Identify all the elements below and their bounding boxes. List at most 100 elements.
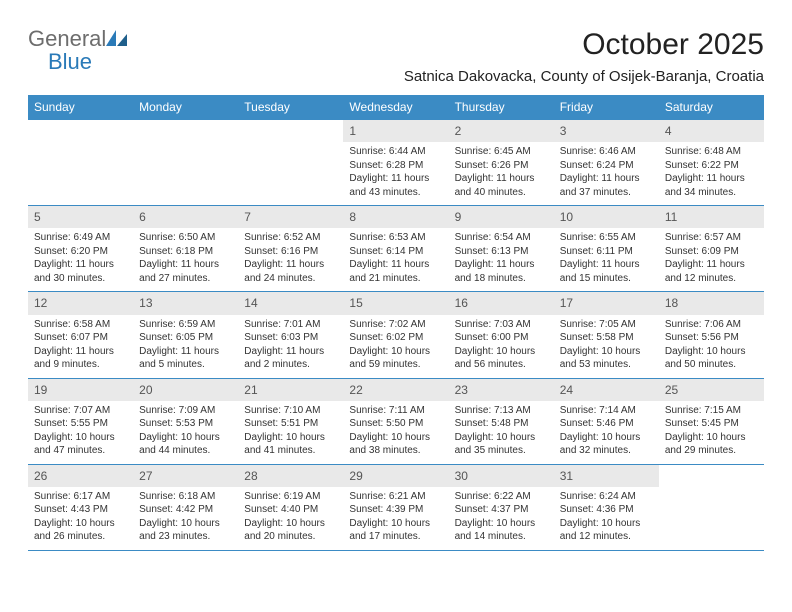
day-number: 11 (659, 206, 764, 228)
sunrise-text: Sunrise: 7:13 AM (455, 404, 548, 418)
sunrise-text: Sunrise: 6:53 AM (349, 231, 442, 245)
sunrise-text: Sunrise: 6:21 AM (349, 490, 442, 504)
weekday-header-saturday: Saturday (659, 95, 764, 119)
day-content: Sunrise: 7:14 AMSunset: 5:46 PMDaylight:… (554, 401, 659, 464)
daylight-text: Daylight: 11 hours and 43 minutes. (349, 172, 442, 199)
day-cell: 10Sunrise: 6:55 AMSunset: 6:11 PMDayligh… (554, 206, 659, 291)
day-cell: 15Sunrise: 7:02 AMSunset: 6:02 PMDayligh… (343, 292, 448, 377)
daylight-text: Daylight: 10 hours and 20 minutes. (244, 517, 337, 544)
sunset-text: Sunset: 6:14 PM (349, 245, 442, 259)
day-cell: 31Sunrise: 6:24 AMSunset: 4:36 PMDayligh… (554, 465, 659, 550)
sunrise-text: Sunrise: 6:48 AM (665, 145, 758, 159)
daylight-text: Daylight: 10 hours and 50 minutes. (665, 345, 758, 372)
daylight-text: Daylight: 11 hours and 37 minutes. (560, 172, 653, 199)
day-cell: 3Sunrise: 6:46 AMSunset: 6:24 PMDaylight… (554, 120, 659, 205)
sunset-text: Sunset: 6:16 PM (244, 245, 337, 259)
sunset-text: Sunset: 6:28 PM (349, 159, 442, 173)
day-content: Sunrise: 7:06 AMSunset: 5:56 PMDaylight:… (659, 315, 764, 378)
day-cell: 19Sunrise: 7:07 AMSunset: 5:55 PMDayligh… (28, 379, 133, 464)
day-content: Sunrise: 6:52 AMSunset: 6:16 PMDaylight:… (238, 228, 343, 291)
sunset-text: Sunset: 5:56 PM (665, 331, 758, 345)
daylight-text: Daylight: 11 hours and 27 minutes. (139, 258, 232, 285)
daylight-text: Daylight: 10 hours and 29 minutes. (665, 431, 758, 458)
sunrise-text: Sunrise: 6:24 AM (560, 490, 653, 504)
logo-text-blue: Blue (48, 51, 128, 73)
day-content: Sunrise: 6:59 AMSunset: 6:05 PMDaylight:… (133, 315, 238, 378)
sunset-text: Sunset: 5:58 PM (560, 331, 653, 345)
title-block: October 2025 Satnica Dakovacka, County o… (404, 28, 764, 85)
sunset-text: Sunset: 4:39 PM (349, 503, 442, 517)
day-content: Sunrise: 6:45 AMSunset: 6:26 PMDaylight:… (449, 142, 554, 205)
day-number: 5 (28, 206, 133, 228)
day-cell: 16Sunrise: 7:03 AMSunset: 6:00 PMDayligh… (449, 292, 554, 377)
sunrise-text: Sunrise: 7:11 AM (349, 404, 442, 418)
day-cell: 21Sunrise: 7:10 AMSunset: 5:51 PMDayligh… (238, 379, 343, 464)
daylight-text: Daylight: 11 hours and 5 minutes. (139, 345, 232, 372)
day-number: 12 (28, 292, 133, 314)
sunrise-text: Sunrise: 7:10 AM (244, 404, 337, 418)
daylight-text: Daylight: 10 hours and 44 minutes. (139, 431, 232, 458)
day-number: 19 (28, 379, 133, 401)
daylight-text: Daylight: 11 hours and 15 minutes. (560, 258, 653, 285)
sunset-text: Sunset: 6:20 PM (34, 245, 127, 259)
day-cell: 13Sunrise: 6:59 AMSunset: 6:05 PMDayligh… (133, 292, 238, 377)
calendar-body: 1Sunrise: 6:44 AMSunset: 6:28 PMDaylight… (28, 119, 764, 551)
daylight-text: Daylight: 10 hours and 26 minutes. (34, 517, 127, 544)
sunrise-text: Sunrise: 6:22 AM (455, 490, 548, 504)
sunset-text: Sunset: 4:42 PM (139, 503, 232, 517)
week-row: 26Sunrise: 6:17 AMSunset: 4:43 PMDayligh… (28, 464, 764, 551)
daylight-text: Daylight: 10 hours and 41 minutes. (244, 431, 337, 458)
day-number: 25 (659, 379, 764, 401)
sunrise-text: Sunrise: 7:01 AM (244, 318, 337, 332)
sunset-text: Sunset: 6:18 PM (139, 245, 232, 259)
day-cell: 14Sunrise: 7:01 AMSunset: 6:03 PMDayligh… (238, 292, 343, 377)
daylight-text: Daylight: 10 hours and 35 minutes. (455, 431, 548, 458)
day-content: Sunrise: 6:49 AMSunset: 6:20 PMDaylight:… (28, 228, 133, 291)
daylight-text: Daylight: 10 hours and 59 minutes. (349, 345, 442, 372)
daylight-text: Daylight: 10 hours and 32 minutes. (560, 431, 653, 458)
week-row: 12Sunrise: 6:58 AMSunset: 6:07 PMDayligh… (28, 291, 764, 377)
day-number: 8 (343, 206, 448, 228)
weekday-header-row: SundayMondayTuesdayWednesdayThursdayFrid… (28, 95, 764, 119)
day-content: Sunrise: 6:46 AMSunset: 6:24 PMDaylight:… (554, 142, 659, 205)
daylight-text: Daylight: 11 hours and 34 minutes. (665, 172, 758, 199)
day-content: Sunrise: 6:55 AMSunset: 6:11 PMDaylight:… (554, 228, 659, 291)
sunset-text: Sunset: 4:36 PM (560, 503, 653, 517)
day-content: Sunrise: 7:10 AMSunset: 5:51 PMDaylight:… (238, 401, 343, 464)
day-content: Sunrise: 7:13 AMSunset: 5:48 PMDaylight:… (449, 401, 554, 464)
day-cell: 2Sunrise: 6:45 AMSunset: 6:26 PMDaylight… (449, 120, 554, 205)
day-content: Sunrise: 6:53 AMSunset: 6:14 PMDaylight:… (343, 228, 448, 291)
day-content: Sunrise: 7:02 AMSunset: 6:02 PMDaylight:… (343, 315, 448, 378)
sunrise-text: Sunrise: 6:57 AM (665, 231, 758, 245)
day-cell: 4Sunrise: 6:48 AMSunset: 6:22 PMDaylight… (659, 120, 764, 205)
sunset-text: Sunset: 4:43 PM (34, 503, 127, 517)
day-cell (659, 465, 764, 550)
sunrise-text: Sunrise: 6:58 AM (34, 318, 127, 332)
sunset-text: Sunset: 4:37 PM (455, 503, 548, 517)
day-cell: 12Sunrise: 6:58 AMSunset: 6:07 PMDayligh… (28, 292, 133, 377)
day-content: Sunrise: 6:22 AMSunset: 4:37 PMDaylight:… (449, 487, 554, 550)
sunset-text: Sunset: 4:40 PM (244, 503, 337, 517)
sunrise-text: Sunrise: 6:45 AM (455, 145, 548, 159)
sunrise-text: Sunrise: 7:05 AM (560, 318, 653, 332)
day-content: Sunrise: 7:01 AMSunset: 6:03 PMDaylight:… (238, 315, 343, 378)
daylight-text: Daylight: 10 hours and 17 minutes. (349, 517, 442, 544)
daylight-text: Daylight: 11 hours and 9 minutes. (34, 345, 127, 372)
day-cell (28, 120, 133, 205)
daylight-text: Daylight: 10 hours and 14 minutes. (455, 517, 548, 544)
daylight-text: Daylight: 11 hours and 21 minutes. (349, 258, 442, 285)
daylight-text: Daylight: 11 hours and 12 minutes. (665, 258, 758, 285)
day-number: 3 (554, 120, 659, 142)
daylight-text: Daylight: 10 hours and 12 minutes. (560, 517, 653, 544)
day-cell: 11Sunrise: 6:57 AMSunset: 6:09 PMDayligh… (659, 206, 764, 291)
sunset-text: Sunset: 5:46 PM (560, 417, 653, 431)
day-cell: 20Sunrise: 7:09 AMSunset: 5:53 PMDayligh… (133, 379, 238, 464)
week-row: 19Sunrise: 7:07 AMSunset: 5:55 PMDayligh… (28, 378, 764, 464)
day-number: 6 (133, 206, 238, 228)
day-content: Sunrise: 6:48 AMSunset: 6:22 PMDaylight:… (659, 142, 764, 205)
sunset-text: Sunset: 6:00 PM (455, 331, 548, 345)
day-number: 4 (659, 120, 764, 142)
sunrise-text: Sunrise: 7:07 AM (34, 404, 127, 418)
sunrise-text: Sunrise: 6:46 AM (560, 145, 653, 159)
day-content: Sunrise: 6:57 AMSunset: 6:09 PMDaylight:… (659, 228, 764, 291)
